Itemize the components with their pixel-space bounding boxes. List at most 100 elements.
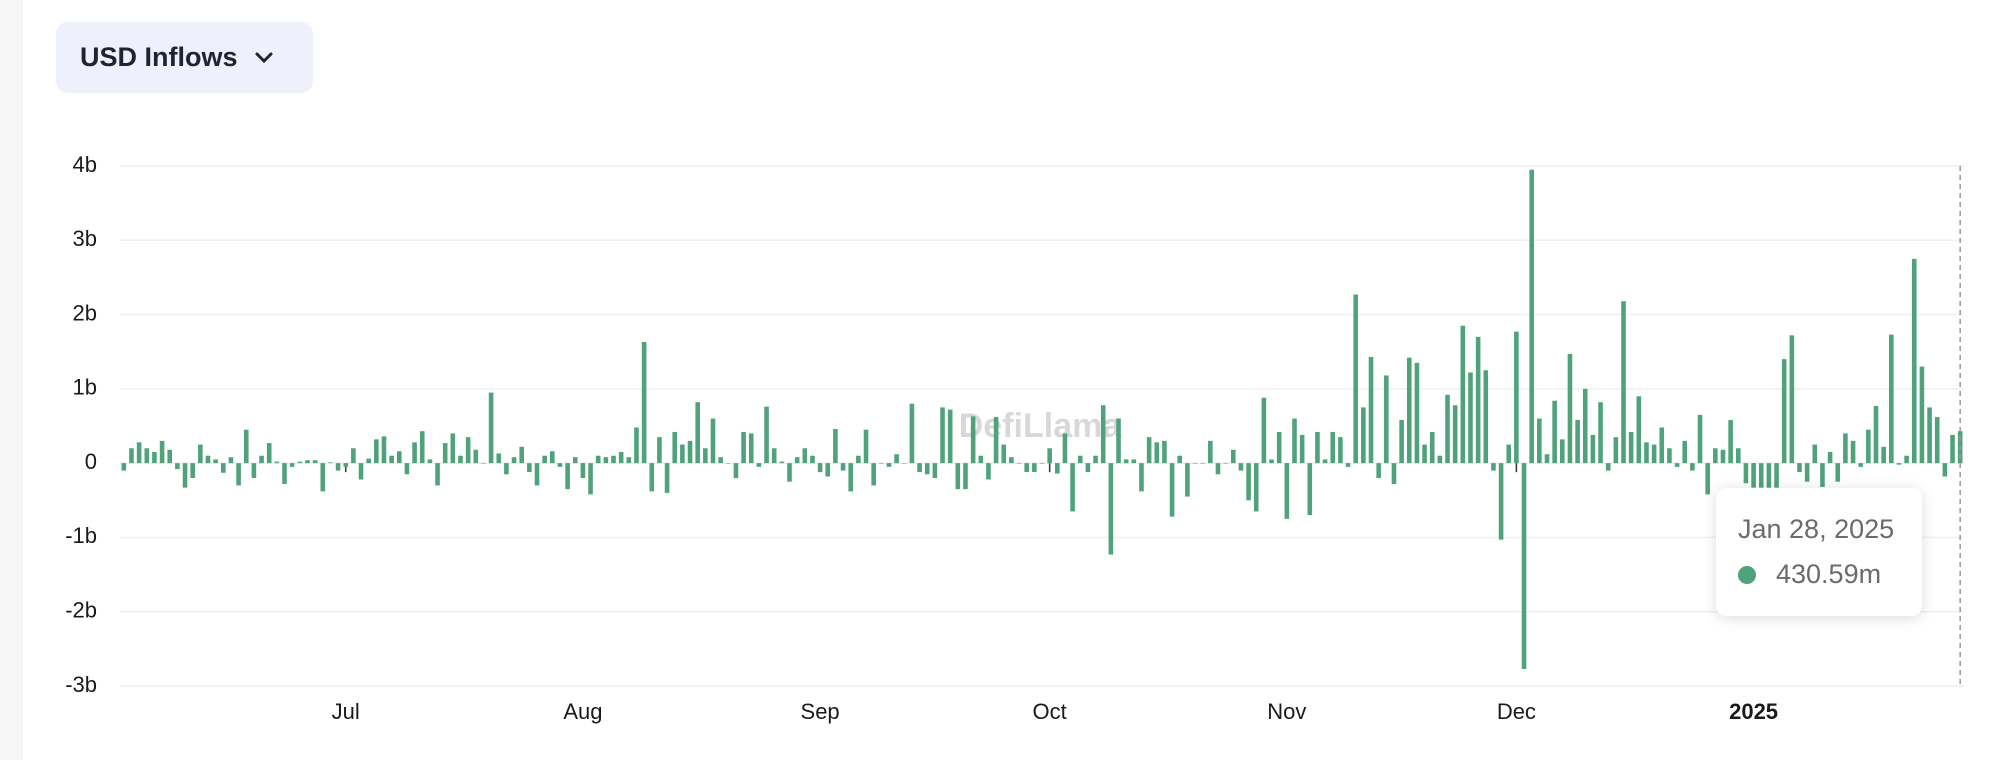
bar <box>1560 439 1565 464</box>
bar <box>695 402 700 464</box>
bar <box>1146 437 1152 464</box>
sidebar-edge <box>0 0 23 760</box>
bar <box>1598 402 1603 464</box>
x-tick-label: 2025 <box>1729 699 1778 724</box>
bar <box>1070 463 1075 512</box>
bar <box>312 460 318 464</box>
bar <box>817 463 823 473</box>
bar <box>1705 463 1710 495</box>
bar <box>274 461 280 464</box>
bar <box>1100 405 1106 464</box>
bar <box>328 462 333 464</box>
bar <box>1735 448 1741 464</box>
chevron-icon <box>255 52 273 63</box>
y-tick-label: 3b <box>73 226 97 251</box>
bar <box>603 457 609 464</box>
bar <box>1230 449 1236 464</box>
bar <box>1475 336 1481 464</box>
bar <box>993 417 999 464</box>
bar <box>1720 449 1726 464</box>
bar <box>748 433 754 464</box>
bar <box>1039 463 1045 464</box>
bar <box>703 448 708 464</box>
bar <box>1062 433 1068 464</box>
bar <box>1789 335 1795 464</box>
bar <box>198 444 203 464</box>
bar <box>1452 405 1458 464</box>
bar <box>1406 357 1412 464</box>
bar <box>641 342 647 464</box>
bar <box>1139 463 1144 492</box>
bar <box>1697 414 1703 464</box>
bar <box>963 463 968 490</box>
bar <box>1338 437 1343 464</box>
bar <box>305 460 310 464</box>
bar <box>1009 457 1014 464</box>
bar <box>152 452 157 464</box>
bar <box>266 443 272 464</box>
bar <box>924 463 930 475</box>
bar <box>1460 325 1466 464</box>
bar <box>1185 463 1190 497</box>
tooltip-date: Jan 28, 2025 <box>1738 514 1895 544</box>
bar <box>771 448 777 464</box>
bar <box>1093 455 1098 464</box>
bar <box>664 463 670 493</box>
x-tick-label: Dec <box>1497 699 1536 724</box>
bar <box>236 463 241 486</box>
bar <box>1429 431 1435 464</box>
x-tick-label: Jul <box>332 699 360 724</box>
bar <box>1950 434 1955 464</box>
tooltip: Jan 28, 2025 430.59m <box>1716 488 1922 616</box>
bar <box>1873 405 1879 464</box>
bar <box>1468 372 1473 464</box>
bar <box>947 409 953 464</box>
bar <box>1858 463 1864 467</box>
metric-dropdown[interactable]: USD Inflows <box>56 22 313 93</box>
bar <box>1284 463 1290 519</box>
tooltip-row: 430.59m <box>1738 559 1922 590</box>
bar <box>1713 448 1718 464</box>
bar <box>1047 448 1052 464</box>
bar <box>1743 463 1749 484</box>
bar <box>1154 442 1160 464</box>
bar <box>779 461 785 464</box>
bar <box>1919 366 1925 464</box>
bar <box>1843 433 1848 464</box>
bar <box>1223 463 1228 464</box>
x-tick-label: Oct <box>1033 699 1067 724</box>
bar <box>794 457 800 464</box>
bar <box>1032 463 1037 473</box>
bar <box>1353 294 1359 464</box>
bar <box>634 427 639 464</box>
x-tick-label: Sep <box>801 699 840 724</box>
bar <box>1942 463 1948 477</box>
bar <box>1590 434 1596 464</box>
bar <box>519 446 524 464</box>
bar <box>144 448 150 464</box>
bar <box>366 458 371 464</box>
y-tick-label: 0 <box>85 449 97 474</box>
bar <box>213 459 218 464</box>
bar <box>435 463 440 486</box>
bar <box>1200 463 1205 464</box>
bar <box>389 455 394 464</box>
tooltip-swatch <box>1738 565 1756 584</box>
bar <box>1085 463 1091 473</box>
bar <box>1621 301 1626 464</box>
bar <box>1537 418 1542 464</box>
bar <box>1169 463 1175 517</box>
x-tick-label: Nov <box>1267 699 1306 724</box>
bar <box>825 463 831 477</box>
bar <box>243 429 249 464</box>
bar <box>1690 463 1695 471</box>
bar <box>1521 463 1527 669</box>
bar <box>986 463 991 480</box>
bar <box>412 442 417 464</box>
bar <box>320 463 326 492</box>
bar <box>473 449 479 464</box>
bar <box>1445 394 1450 464</box>
bar <box>1927 407 1932 464</box>
bar <box>182 463 188 488</box>
